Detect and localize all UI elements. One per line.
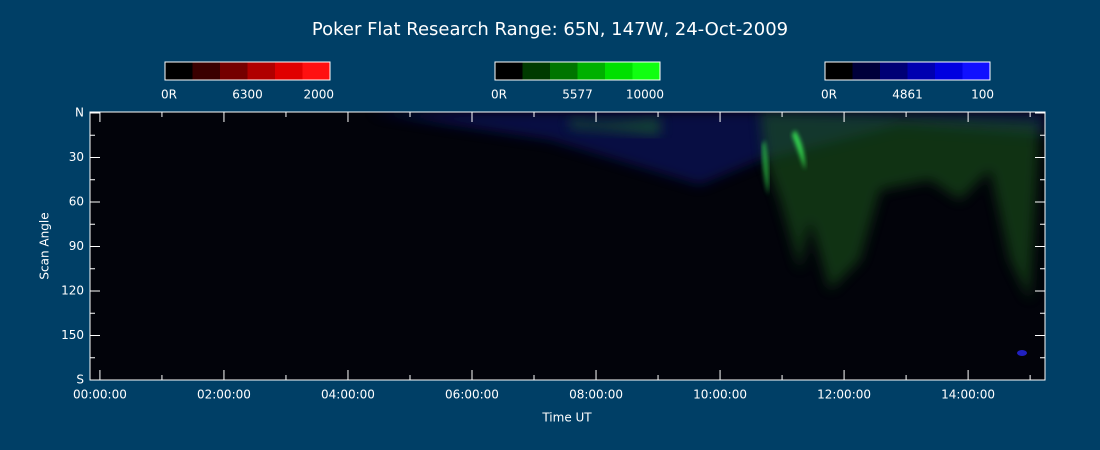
keogram-texture — [370, 112, 1045, 356]
colorbar-min-label: 0R — [161, 88, 177, 102]
y-tick-label: S — [76, 373, 84, 387]
colorbar-min-label: 0R — [821, 88, 837, 102]
colorbar-frame — [164, 61, 331, 81]
bright-arc — [792, 130, 805, 170]
colorbar-swatch — [962, 62, 990, 80]
colorbar-swatch — [605, 62, 633, 80]
y-axis-label: Scan Angle — [38, 212, 52, 279]
colorbar-wavelength: 5577 — [562, 88, 593, 102]
colorbar-swatch — [247, 62, 275, 80]
colorbar-swatch — [825, 62, 853, 80]
green-glow — [570, 118, 660, 135]
colorbar-wavelength: 6300 — [232, 88, 263, 102]
colorbar-frame — [494, 61, 661, 81]
x-tick-label: 08:00:00 — [569, 388, 623, 402]
x-tick-label: 02:00:00 — [197, 388, 251, 402]
colorbar-swatch — [165, 62, 193, 80]
colorbar-swatch — [880, 62, 908, 80]
colorbar-swatch — [550, 62, 578, 80]
colorbar-swatch — [852, 62, 880, 80]
colorbar-swatch — [577, 62, 605, 80]
colorbar-wavelength: 4861 — [892, 88, 923, 102]
colorbar-max-label: 10000 — [626, 88, 664, 102]
y-tick-label: N — [75, 106, 84, 120]
chart-title: Poker Flat Research Range: 65N, 147W, 24… — [312, 19, 788, 40]
colorbar-min-label: 0R — [491, 88, 507, 102]
colorbar-max-label: 100 — [971, 88, 994, 102]
y-tick-label: 60 — [69, 195, 84, 209]
y-tick-label: 90 — [69, 239, 84, 253]
colorbar-swatch — [632, 62, 660, 80]
colorbar-swatch — [935, 62, 963, 80]
blue-spot — [1017, 350, 1027, 356]
colorbar-frame — [824, 61, 991, 81]
colorbar-swatch — [495, 62, 523, 80]
colorbar-swatch — [220, 62, 248, 80]
x-axis-label: Time UT — [541, 411, 592, 425]
bright-arc — [762, 140, 769, 195]
colorbar-swatch — [275, 62, 303, 80]
x-tick-label: 06:00:00 — [445, 388, 499, 402]
colorbar-swatch — [192, 62, 220, 80]
colorbar-swatch — [907, 62, 935, 80]
x-tick-label: 12:00:00 — [817, 388, 871, 402]
y-tick-label: 120 — [61, 284, 84, 298]
colorbar-max-label: 2000 — [303, 88, 334, 102]
x-tick-label: 00:00:00 — [73, 388, 127, 402]
colorbar-swatch — [302, 62, 330, 80]
x-tick-label: 04:00:00 — [321, 388, 375, 402]
colorbar-swatch — [522, 62, 550, 80]
y-tick-label: 30 — [69, 150, 84, 164]
x-tick-label: 10:00:00 — [693, 388, 747, 402]
x-tick-label: 14:00:00 — [941, 388, 995, 402]
green-aurora — [760, 112, 1040, 300]
y-tick-label: 150 — [61, 328, 84, 342]
